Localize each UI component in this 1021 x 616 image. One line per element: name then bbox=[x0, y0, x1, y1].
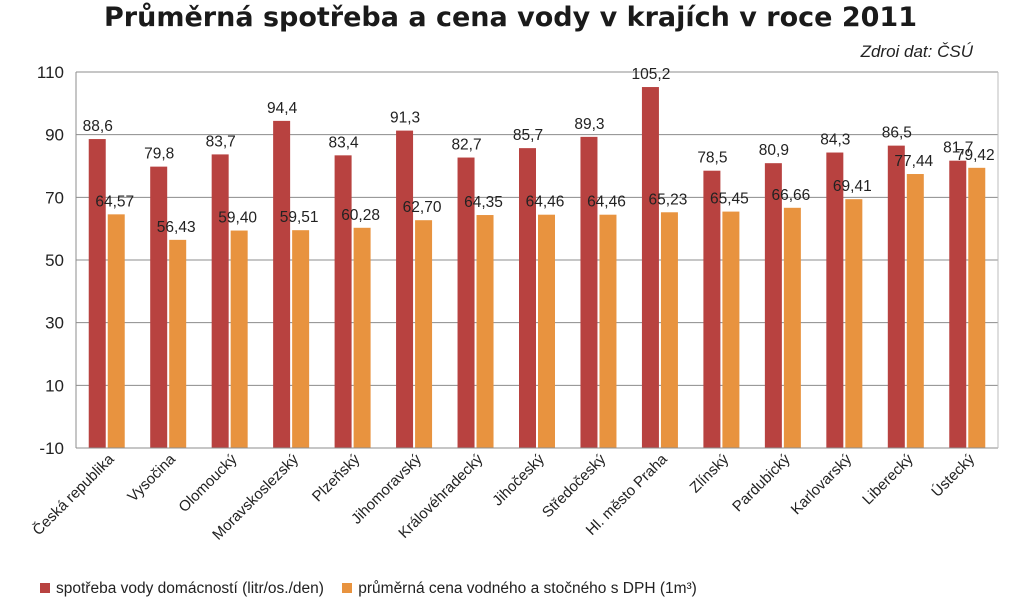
bar-price bbox=[169, 239, 187, 448]
data-label-consumption: 85,7 bbox=[513, 127, 543, 144]
y-tick-label: 110 bbox=[37, 63, 64, 82]
bar-price bbox=[660, 212, 678, 448]
data-label-consumption: 86,5 bbox=[882, 125, 912, 142]
x-tick-label: Vysočina bbox=[124, 450, 179, 505]
source-note: Zdroi dat: ČSÚ bbox=[860, 42, 973, 61]
x-tick-label: Olomoucký bbox=[175, 450, 240, 515]
data-label-price: 59,51 bbox=[280, 209, 319, 226]
x-tick-label: Plzeňský bbox=[309, 450, 364, 505]
y-tick-label: 90 bbox=[45, 126, 64, 145]
bar-price bbox=[415, 220, 433, 448]
data-label-consumption: 94,4 bbox=[267, 100, 298, 117]
data-label-price: 59,40 bbox=[218, 210, 257, 227]
bar-consumption bbox=[764, 163, 782, 448]
x-tick-label: Liberecký bbox=[859, 450, 917, 508]
bar-consumption bbox=[88, 139, 106, 448]
legend-swatch-price bbox=[342, 583, 353, 593]
y-tick-label: 10 bbox=[45, 376, 64, 395]
legend-label-price: průměrná cena vodného a stočného s DPH (… bbox=[358, 580, 697, 597]
bar-price bbox=[845, 199, 863, 448]
x-tick-label: Jihočeský bbox=[489, 450, 548, 509]
gridlines bbox=[76, 71, 998, 386]
bar-price bbox=[107, 214, 125, 448]
chart-title: Průměrná spotřeba a cena vody v krajích … bbox=[104, 2, 917, 33]
data-label-consumption: 83,4 bbox=[329, 134, 360, 151]
x-tick-label: Zlínský bbox=[687, 450, 733, 496]
x-tick-label: Česká republika bbox=[29, 450, 118, 539]
legend-label-consumption: spotřeba vody domácností (litr/os./den) bbox=[56, 580, 324, 597]
bar-price bbox=[230, 230, 248, 448]
bar-price bbox=[476, 215, 494, 448]
data-label-price: 69,41 bbox=[833, 178, 872, 195]
legend-item-consumption: spotřeba vody domácností (litr/os./den) bbox=[40, 580, 324, 598]
data-label-price: 56,43 bbox=[157, 219, 196, 236]
legend-swatch-consumption bbox=[40, 583, 50, 593]
bar-price bbox=[353, 227, 371, 448]
data-label-price: 64,57 bbox=[95, 193, 134, 210]
bar-consumption bbox=[273, 120, 291, 448]
data-label-consumption: 88,6 bbox=[83, 118, 113, 135]
data-label-price: 65,23 bbox=[649, 191, 688, 208]
x-tick-label: Pardubický bbox=[729, 450, 794, 515]
y-tick-label: 30 bbox=[45, 314, 64, 333]
bar-consumption bbox=[703, 170, 721, 448]
data-label-consumption: 89,3 bbox=[574, 116, 604, 133]
bar-consumption bbox=[949, 160, 967, 448]
bar-chart: -10 10 30 50 70 90 110 Česká republika VysočinaO… bbox=[29, 63, 999, 544]
bar-consumption bbox=[641, 87, 659, 448]
legend-item-price: průměrná cena vodného a stočného s DPH (… bbox=[342, 580, 697, 598]
bar-consumption bbox=[580, 136, 598, 449]
bar-price bbox=[906, 174, 924, 448]
x-tick-label: Ústecký bbox=[928, 450, 978, 500]
data-label-consumption: 84,3 bbox=[820, 132, 850, 149]
y-tick-label: 70 bbox=[45, 188, 64, 207]
bar-price bbox=[968, 167, 986, 449]
bar-price bbox=[292, 230, 310, 448]
bar-price bbox=[722, 211, 740, 448]
bar-price bbox=[538, 214, 555, 448]
data-labels: 88,6 64,57 79,8 56,43 83,7 59,40 94,4 59,51 83,4… bbox=[83, 66, 995, 236]
data-label-consumption: 105,2 bbox=[632, 66, 671, 83]
bar-price bbox=[783, 207, 801, 448]
data-label-price: 79,42 bbox=[956, 147, 995, 164]
data-label-price: 60,28 bbox=[341, 207, 380, 224]
data-label-price: 65,45 bbox=[710, 191, 749, 208]
x-tick-label: Karlovarský bbox=[788, 450, 856, 518]
y-tick-label: -10 bbox=[39, 439, 64, 458]
bar-consumption bbox=[396, 130, 414, 449]
data-label-price: 77,44 bbox=[894, 153, 933, 170]
data-label-price: 62,70 bbox=[403, 199, 442, 216]
data-label-price: 64,35 bbox=[464, 194, 503, 211]
bar-consumption bbox=[887, 145, 905, 448]
data-label-price: 64,46 bbox=[526, 194, 565, 211]
data-label-consumption: 78,5 bbox=[697, 150, 727, 167]
bar-consumption bbox=[519, 148, 536, 448]
data-label-consumption: 83,7 bbox=[206, 133, 236, 150]
data-label-consumption: 79,8 bbox=[144, 146, 174, 163]
data-label-price: 66,66 bbox=[771, 187, 810, 204]
data-label-consumption: 91,3 bbox=[390, 110, 420, 127]
bar-consumption bbox=[211, 154, 229, 448]
data-label-price: 64,46 bbox=[587, 194, 626, 211]
bar-consumption bbox=[150, 166, 168, 449]
data-label-consumption: 82,7 bbox=[451, 137, 481, 154]
data-label-consumption: 81,7 bbox=[943, 140, 973, 157]
bar-price bbox=[599, 214, 617, 448]
y-tick-label: 50 bbox=[45, 251, 64, 270]
bar-consumption bbox=[334, 155, 352, 448]
bars bbox=[88, 87, 986, 449]
legend: spotřeba vody domácností (litr/os./den) … bbox=[40, 580, 711, 598]
bar-consumption bbox=[826, 152, 844, 448]
bar-consumption bbox=[457, 157, 475, 449]
data-label-consumption: 80,9 bbox=[759, 142, 789, 159]
